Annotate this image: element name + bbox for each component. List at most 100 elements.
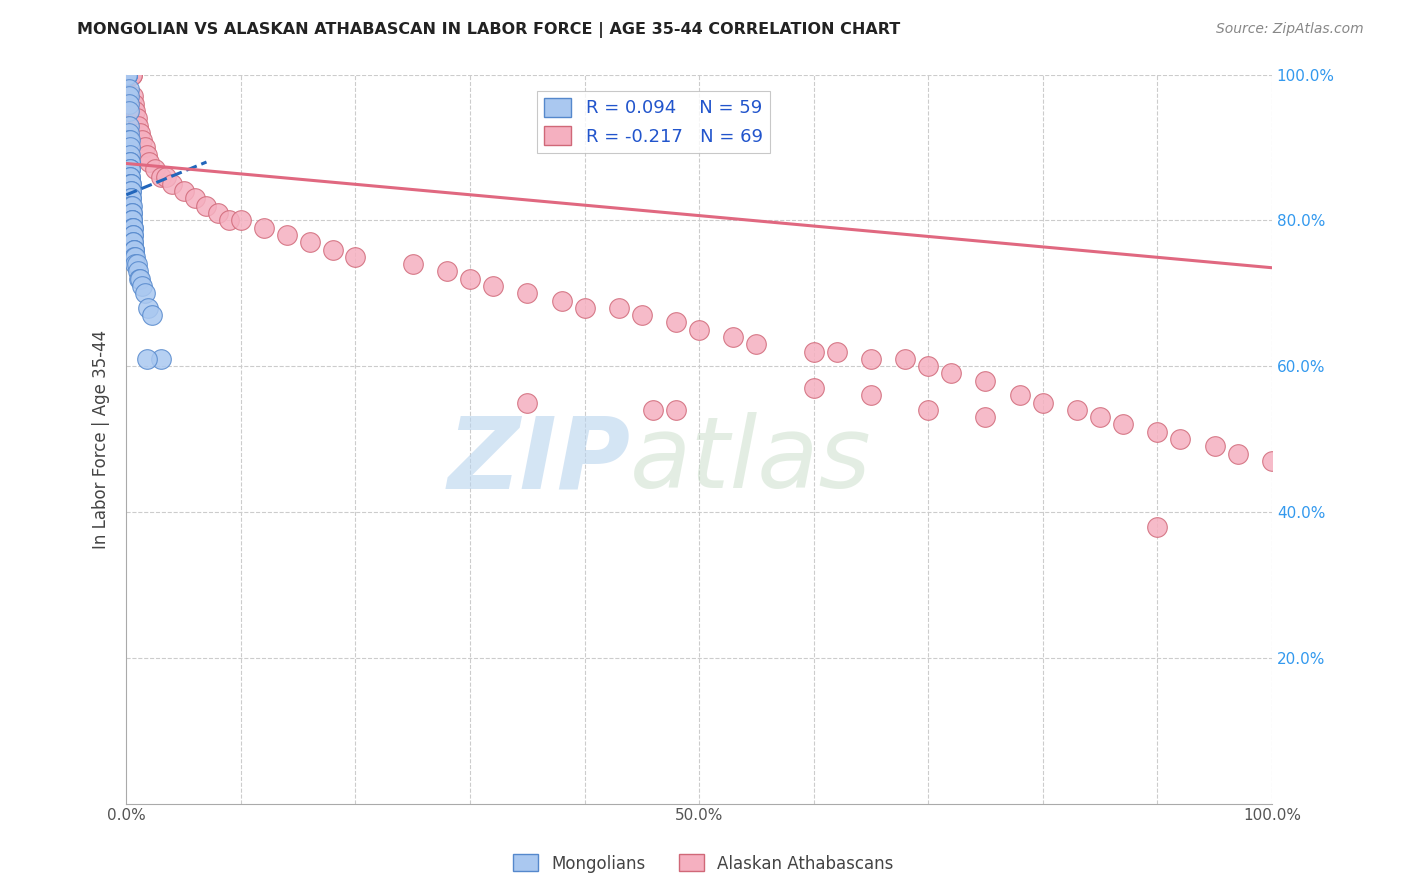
Point	[482, 279, 505, 293]
Point	[122, 235, 145, 250]
Point	[859, 351, 882, 366]
Point	[117, 68, 139, 82]
Point	[121, 220, 143, 235]
Point	[121, 206, 143, 220]
Point	[1226, 447, 1249, 461]
Point	[127, 119, 149, 133]
Point	[120, 177, 142, 191]
Point	[117, 68, 139, 82]
Point	[121, 68, 143, 82]
Point	[117, 133, 139, 147]
Point	[665, 403, 688, 417]
Point	[124, 103, 146, 118]
Point	[1168, 432, 1191, 446]
Point	[117, 82, 139, 96]
Point	[118, 140, 141, 154]
Point	[1146, 425, 1168, 439]
Text: atlas: atlas	[630, 412, 872, 509]
Point	[124, 96, 146, 111]
Point	[118, 162, 141, 177]
Point	[120, 199, 142, 213]
Point	[321, 243, 343, 257]
Point	[125, 257, 148, 271]
Point	[120, 184, 142, 198]
Point	[436, 264, 458, 278]
Point	[160, 177, 183, 191]
Point	[344, 250, 367, 264]
Point	[120, 191, 142, 205]
Point	[117, 68, 139, 82]
Point	[229, 213, 252, 227]
Point	[127, 264, 149, 278]
Point	[117, 96, 139, 111]
Point	[1008, 388, 1031, 402]
Point	[195, 199, 218, 213]
Point	[458, 271, 481, 285]
Point	[1261, 454, 1284, 468]
Point	[118, 177, 141, 191]
Point	[117, 68, 139, 82]
Point	[859, 388, 882, 402]
Point	[1066, 403, 1088, 417]
Point	[276, 227, 298, 242]
Point	[550, 293, 572, 308]
Point	[121, 213, 143, 227]
Point	[630, 308, 652, 322]
Point	[135, 147, 157, 161]
Point	[134, 140, 156, 154]
Point	[974, 410, 997, 425]
Text: MONGOLIAN VS ALASKAN ATHABASCAN IN LABOR FORCE | AGE 35-44 CORRELATION CHART: MONGOLIAN VS ALASKAN ATHABASCAN IN LABOR…	[77, 22, 901, 38]
Point	[124, 257, 146, 271]
Point	[607, 301, 630, 315]
Point	[1032, 395, 1054, 409]
Text: Source: ZipAtlas.com: Source: ZipAtlas.com	[1216, 22, 1364, 37]
Point	[574, 301, 596, 315]
Point	[149, 351, 172, 366]
Point	[118, 169, 141, 184]
Point	[207, 206, 229, 220]
Point	[121, 213, 143, 227]
Point	[143, 162, 166, 177]
Point	[1146, 519, 1168, 533]
Point	[917, 403, 939, 417]
Point	[122, 220, 145, 235]
Point	[124, 243, 146, 257]
Point	[141, 308, 163, 322]
Point	[129, 126, 152, 140]
Point	[803, 381, 825, 395]
Point	[117, 68, 139, 82]
Point	[665, 315, 688, 329]
Point	[135, 351, 157, 366]
Point	[1088, 410, 1111, 425]
Point	[825, 344, 848, 359]
Point	[121, 206, 143, 220]
Point	[120, 184, 142, 198]
Point	[134, 286, 156, 301]
Point	[117, 89, 139, 103]
Point	[688, 323, 710, 337]
Point	[131, 279, 153, 293]
Point	[122, 227, 145, 242]
Point	[120, 199, 142, 213]
Point	[974, 374, 997, 388]
Point	[643, 403, 665, 417]
Point	[298, 235, 321, 250]
Point	[124, 250, 146, 264]
Point	[122, 227, 145, 242]
Point	[118, 68, 141, 82]
Point	[118, 155, 141, 169]
Point	[121, 199, 143, 213]
Point	[117, 68, 139, 82]
Point	[131, 133, 153, 147]
Point	[120, 177, 142, 191]
Point	[118, 169, 141, 184]
Point	[917, 359, 939, 373]
Point	[117, 126, 139, 140]
Point	[118, 133, 141, 147]
Point	[124, 243, 146, 257]
Point	[118, 155, 141, 169]
Point	[117, 119, 139, 133]
Point	[939, 367, 962, 381]
Y-axis label: In Labor Force | Age 35-44: In Labor Force | Age 35-44	[93, 329, 110, 549]
Point	[745, 337, 768, 351]
